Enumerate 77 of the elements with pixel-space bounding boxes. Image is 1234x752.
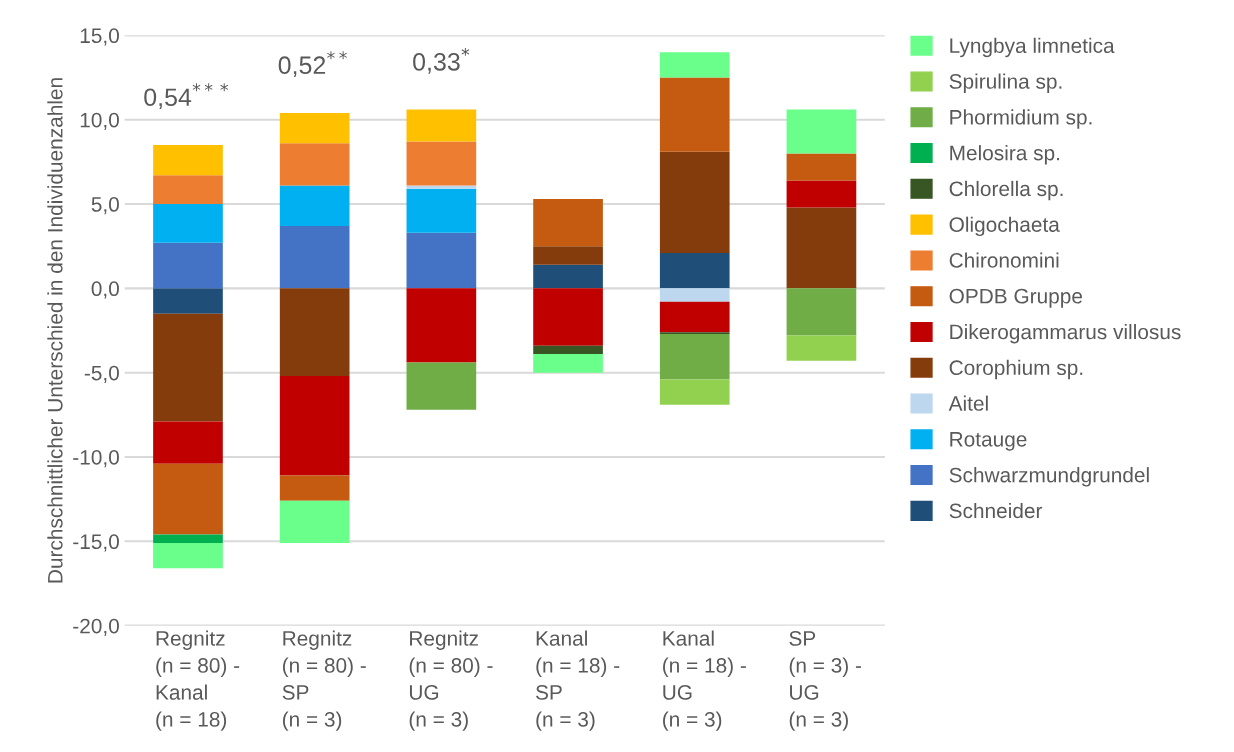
legend-label: Schneider [949,502,1043,519]
bar [153,204,223,243]
y-tick-label: -20,0 [73,618,119,636]
legend-label: Dikerogammarus villosus [950,324,1181,344]
bar [406,288,477,363]
bar [406,188,477,233]
bar [406,232,477,289]
bar [406,362,477,410]
bar [279,185,350,226]
y-tick-label: 10,0 [80,112,119,130]
bar [786,288,857,336]
x-tick-label: Regnitz (n = 80) - SP (n = 3) [282,630,366,731]
bar [786,180,857,208]
legend-label: Oligochaeta [949,216,1060,237]
legend-label: Melosira sp. [950,145,1060,165]
legend-label: Spirulina sp. [949,73,1062,93]
y-tick-label: -15,0 [73,534,119,552]
bar [279,376,350,476]
bar [659,379,730,405]
bar [533,246,603,265]
legend-label: Lyngbya limnetica [950,37,1115,58]
legend-label: Rotauge [950,432,1027,451]
bar [279,225,350,289]
bar [153,313,223,422]
bar [659,77,730,152]
y-axis-title: Durchschnittlicher Unterschied in den Individuenzahlen [47,78,63,583]
bar [153,463,223,535]
bar [533,345,603,355]
legend-label: Aitel [948,395,988,411]
bar [279,500,350,544]
bar [786,207,857,289]
x-tick-label: Kanal (n = 18) - SP (n = 3) [536,630,620,731]
x-tick-label: Kanal (n = 18) - UG (n = 3) [663,630,746,731]
bar [153,534,223,544]
x-tick-label: Regnitz (n = 80) - UG (n = 3) [409,630,493,731]
annotation: 0,52$^{**}$ [278,51,347,78]
bar [786,153,857,181]
y-tick-label: 15,0 [80,28,119,46]
bar [153,144,223,176]
bar [533,198,603,247]
bar [279,143,350,186]
legend-label: Corophium sp. [949,359,1083,380]
legend-label: Chironomini [949,252,1059,268]
bar [153,175,223,205]
y-tick-label: -5,0 [84,365,119,383]
bar [786,109,857,154]
bar [279,288,350,377]
bar [659,52,730,78]
bar [153,288,223,314]
bar [659,288,730,302]
bar [533,354,603,373]
legend-label: OPDB Gruppe [949,288,1083,308]
y-tick-label: -10,0 [73,450,119,468]
bar [533,264,603,289]
bar [279,475,350,501]
y-tick-label: 0,0 [91,281,119,299]
legend-label: Schwarzmundgrundel [949,467,1149,487]
bar [659,333,730,380]
y-tick-label: 5,0 [91,197,119,215]
bar [659,151,730,253]
legend-label: Chlorella sp. [949,180,1063,201]
x-tick-label: SP (n = 3) - UG (n = 3) [789,631,862,731]
annotation: 0,33$^{*}$ [413,47,470,74]
bar [153,421,223,464]
bar [533,288,603,346]
bar [786,335,857,361]
bar [406,141,477,186]
legend-label: Phormidium sp. [950,109,1092,129]
bar [153,543,223,569]
bar [406,185,477,189]
x-tick-label: Regnitz (n = 80) - Kanal (n = 18) [156,630,240,731]
bar [153,242,223,289]
annotation: 0,54$^{***}$ [144,83,229,110]
bar [659,252,730,289]
bar [659,301,730,333]
bar [406,109,477,142]
bar [279,112,350,144]
